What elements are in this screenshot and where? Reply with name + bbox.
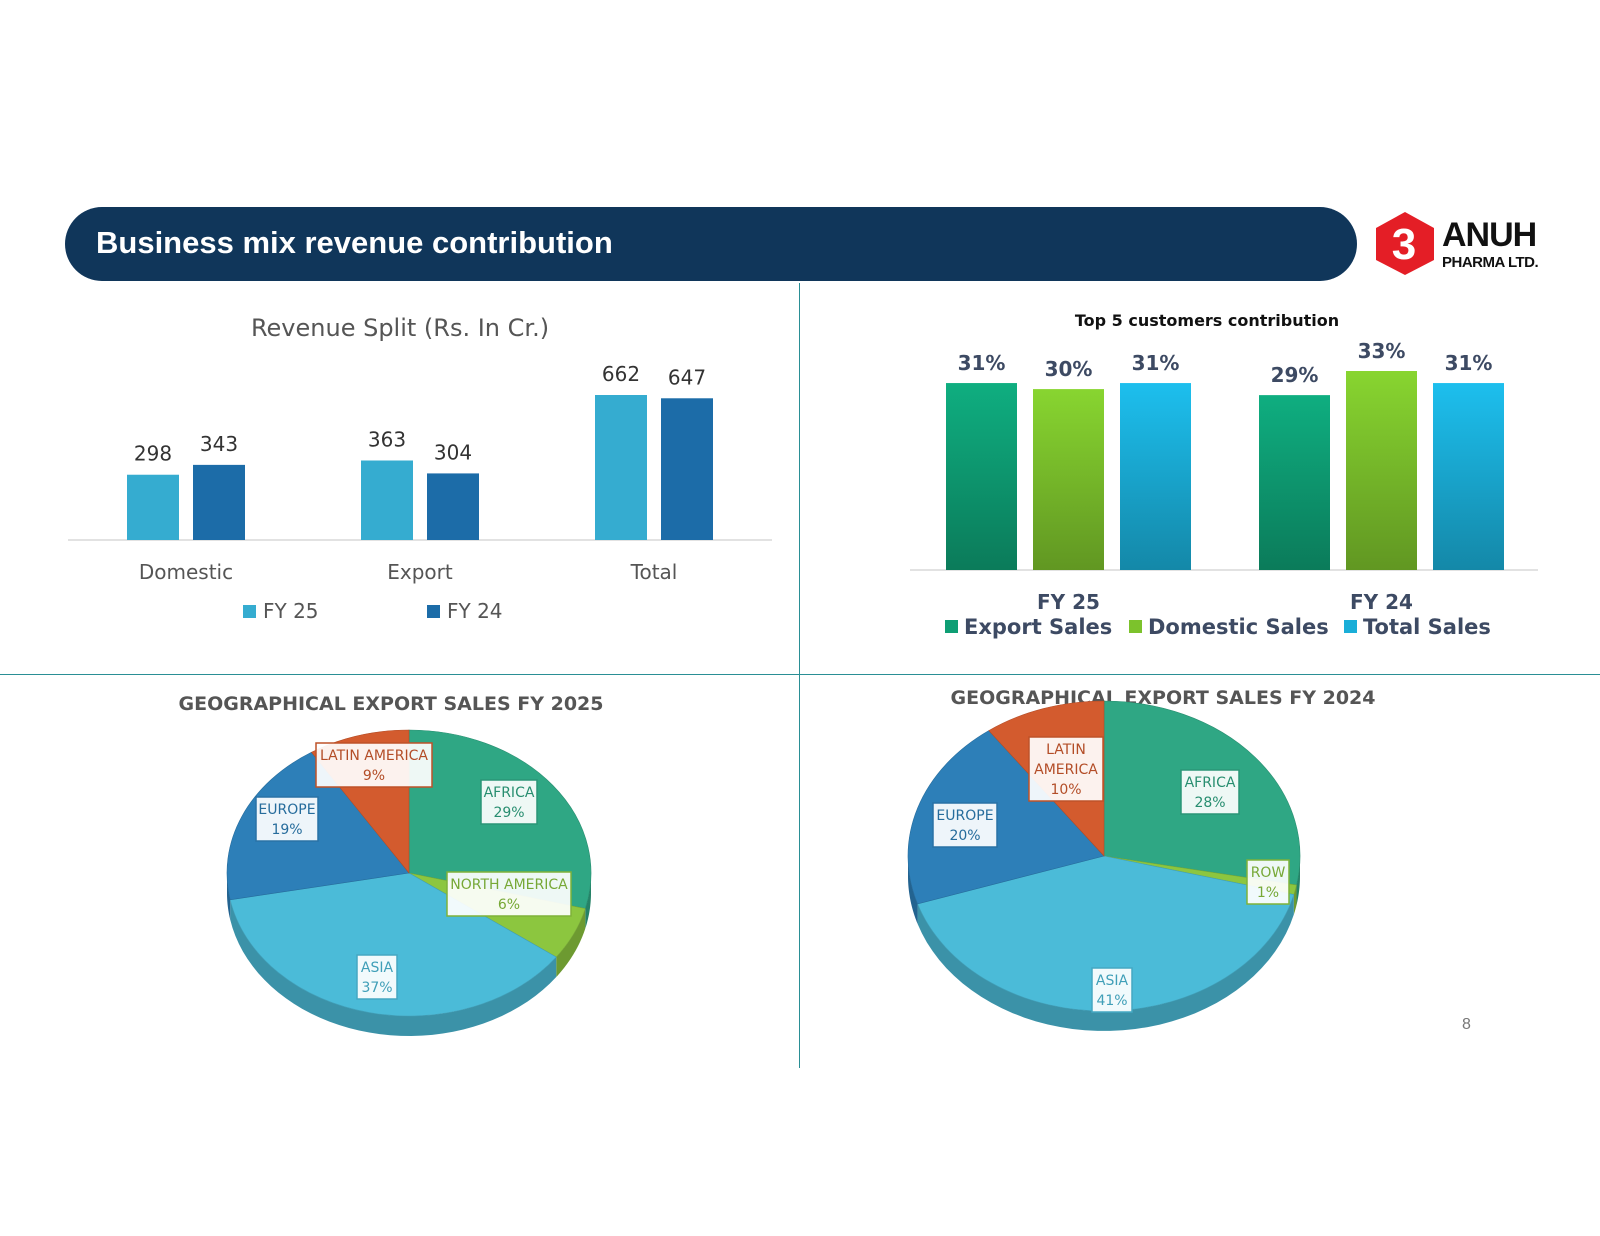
chart-title: GEOGRAPHICAL EXPORT SALES FY 2024 [951, 687, 1376, 709]
legend-label-fy-24: FY 24 [447, 599, 503, 623]
bar-domestic-sales-fy-25 [1033, 389, 1104, 570]
logo-mark-icon: 3 [1376, 212, 1434, 275]
svg-text:37%: 37% [361, 980, 392, 996]
export-sales-fy2024-pie: GEOGRAPHICAL EXPORT SALES FY 2024 AFRICA 2… [907, 687, 1376, 1031]
legend-label-domestic-sales: Domestic Sales [1148, 615, 1329, 639]
svg-text:EUROPE: EUROPE [936, 808, 993, 824]
bar-export-sales-fy-25 [946, 383, 1017, 570]
bar-fy-24-export [427, 473, 479, 540]
data-label: 31% [958, 351, 1006, 375]
svg-text:9%: 9% [363, 768, 385, 784]
pie-label-europe: EUROPE 19% [255, 796, 319, 842]
category-label-domestic: Domestic [139, 560, 233, 584]
category-label-total: Total [630, 560, 678, 584]
legend-label-total-sales: Total Sales [1363, 615, 1491, 639]
data-label: 31% [1132, 351, 1180, 375]
pie-slice-europe [907, 730, 1105, 905]
category-label-fy-25: FY 25 [1037, 590, 1100, 614]
pie-label-latin-america: LATIN AMERICA 9% [315, 742, 433, 788]
svg-text:ASIA: ASIA [361, 960, 394, 976]
data-label: 304 [434, 440, 472, 464]
bar-domestic-sales-fy-24 [1346, 371, 1417, 570]
export-sales-fy2025-pie: GEOGRAPHICAL EXPORT SALES FY 2025 AFRICA 2… [179, 693, 604, 1036]
bar-total-sales-fy-24 [1433, 383, 1504, 570]
data-label: 298 [134, 442, 172, 466]
legend-swatch-export-sales [945, 620, 958, 633]
chart-title: Top 5 customers contribution [1075, 311, 1339, 330]
svg-text:20%: 20% [949, 828, 980, 844]
pie-label-north-america: NORTH AMERICA 6% [446, 871, 572, 917]
bar-fy-25-total [595, 395, 647, 540]
data-label: 31% [1445, 351, 1493, 375]
pie-side-asia [230, 899, 557, 1036]
pie-side-asia [917, 894, 1294, 1031]
category-label-export: Export [387, 560, 453, 584]
pie-side-north-america [556, 908, 586, 978]
svg-text:3: 3 [1392, 220, 1416, 269]
svg-text:AFRICA: AFRICA [1185, 775, 1236, 791]
data-label: 647 [668, 365, 706, 389]
pie-label-africa: AFRICA 28% [1180, 769, 1240, 815]
data-label: 29% [1271, 363, 1319, 387]
chart-title: Revenue Split (Rs. In Cr.) [251, 314, 549, 342]
pie-label-latin-america: LATIN AMERICA 10% [1028, 736, 1104, 802]
pie-label-row: ROW 1% [1246, 859, 1290, 905]
pie-side-africa [585, 873, 591, 929]
logo-name: ANUH [1442, 216, 1537, 254]
chart-title: GEOGRAPHICAL EXPORT SALES FY 2025 [179, 693, 604, 715]
header-bar: Business mix revenue contribution [65, 207, 1357, 281]
svg-text:1%: 1% [1257, 885, 1279, 901]
page-title: Business mix revenue contribution [96, 225, 613, 260]
svg-text:10%: 10% [1050, 782, 1081, 798]
svg-text:28%: 28% [1194, 795, 1225, 811]
pie-label-africa: AFRICA 29% [480, 779, 538, 825]
legend-swatch-fy-24 [427, 605, 440, 618]
svg-text:29%: 29% [493, 805, 524, 821]
legend-label-export-sales: Export Sales [964, 615, 1112, 639]
data-label: 33% [1358, 339, 1406, 363]
pie-label-asia: ASIA 37% [356, 954, 398, 1000]
svg-text:ASIA: ASIA [1096, 973, 1129, 989]
revenue-split-chart: Revenue Split (Rs. In Cr.) 298 343 Domestic… [68, 314, 772, 623]
svg-text:19%: 19% [271, 822, 302, 838]
data-label: 30% [1045, 357, 1093, 381]
bar-total-sales-fy-25 [1120, 383, 1191, 570]
bar-fy-25-export [361, 460, 413, 540]
bar-fy-25-domestic [127, 474, 179, 540]
svg-text:EUROPE: EUROPE [258, 802, 315, 818]
company-logo: 3 ANUH PHARMA LTD. [1374, 210, 1570, 280]
svg-text:AFRICA: AFRICA [484, 785, 535, 801]
svg-text:41%: 41% [1096, 993, 1127, 1009]
legend-label-fy-25: FY 25 [263, 599, 319, 623]
legend-swatch-total-sales [1344, 620, 1357, 633]
top-customers-chart: Top 5 customers contribution 31% 30% 31% FY … [910, 311, 1538, 639]
pie-slice-asia [229, 872, 557, 1017]
bar-fy-24-domestic [193, 464, 245, 540]
vertical-divider [799, 283, 800, 1068]
legend-swatch-fy-25 [243, 605, 256, 618]
bar-fy-24-total [661, 398, 713, 540]
bar-export-sales-fy-24 [1259, 395, 1330, 570]
data-label: 343 [200, 432, 238, 456]
page-number: 8 [1462, 1016, 1471, 1033]
svg-text:6%: 6% [498, 897, 520, 913]
svg-text:LATIN: LATIN [1046, 742, 1086, 758]
data-label: 662 [602, 362, 640, 386]
pie-side-walls [227, 873, 591, 1036]
svg-text:ROW: ROW [1251, 865, 1286, 881]
pie-side-africa [1296, 856, 1300, 906]
logo-subtitle: PHARMA LTD. [1442, 254, 1539, 271]
legend-swatch-domestic-sales [1129, 620, 1142, 633]
pie-side-europe [227, 873, 231, 920]
svg-text:NORTH AMERICA: NORTH AMERICA [450, 877, 568, 893]
pie-side-europe [908, 856, 918, 924]
pie-label-europe: EUROPE 20% [932, 802, 998, 848]
data-label: 363 [368, 427, 406, 451]
category-label-fy-24: FY 24 [1350, 590, 1413, 614]
pie-label-asia: ASIA 41% [1091, 967, 1133, 1013]
horizontal-divider [0, 674, 1600, 675]
svg-text:LATIN AMERICA: LATIN AMERICA [320, 748, 428, 764]
svg-text:AMERICA: AMERICA [1034, 762, 1098, 778]
